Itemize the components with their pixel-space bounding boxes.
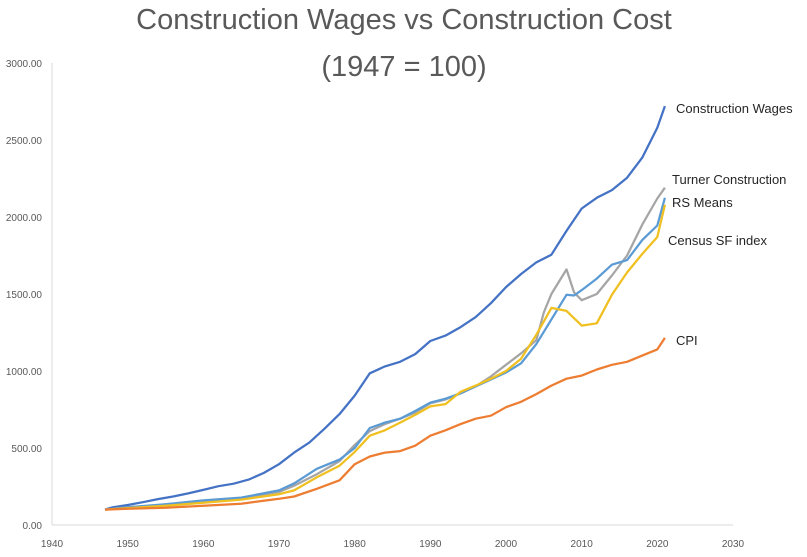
x-tick-label: 1960	[192, 539, 215, 550]
x-tick-label: 1950	[117, 539, 140, 550]
series-label: Construction Wages	[676, 101, 793, 116]
x-tick-label: 1940	[41, 539, 64, 550]
series-label: CPI	[676, 333, 698, 348]
series-line-construction-wages	[104, 105, 666, 511]
chart-title: Construction Wages vs Construction Cost	[136, 4, 672, 36]
y-tick-label: 1000.00	[6, 367, 43, 378]
x-tick-label: 1990	[419, 539, 442, 550]
x-tick-label: 2010	[571, 539, 594, 550]
x-tick-label: 1970	[268, 539, 291, 550]
x-tick-label: 2030	[722, 539, 745, 550]
series-line-turner-construction	[104, 187, 666, 511]
y-tick-label: 2500.00	[6, 136, 43, 147]
series-label: Turner Construction	[672, 172, 786, 187]
x-tick-label: 2000	[495, 539, 518, 550]
series-label: Census SF index	[668, 233, 767, 248]
x-tick-label: 2020	[646, 539, 669, 550]
series-line-census-sf-index	[104, 204, 666, 511]
series-line-rs-means	[104, 197, 666, 511]
y-tick-label: 2000.00	[6, 213, 43, 224]
y-tick-label: 500.00	[11, 444, 42, 455]
y-tick-label: 3000.00	[6, 59, 43, 70]
y-tick-label: 1500.00	[6, 290, 43, 301]
series-line-cpi	[104, 337, 666, 511]
chart-subtitle: (1947 = 100)	[321, 51, 486, 83]
y-tick-label: 0.00	[23, 521, 43, 532]
series-label: RS Means	[672, 195, 733, 210]
x-tick-label: 1980	[344, 539, 367, 550]
